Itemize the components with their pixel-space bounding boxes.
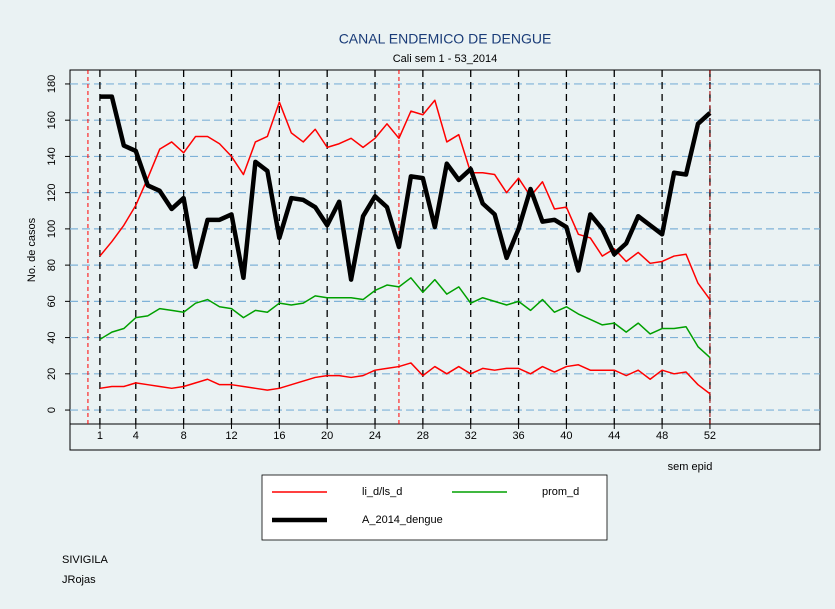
data-line xyxy=(99,99,711,300)
y-tick-label: 180 xyxy=(46,75,58,93)
legend-label: A_2014_dengue xyxy=(362,514,443,526)
x-tick-label: 8 xyxy=(181,430,187,442)
y-tick-label: 60 xyxy=(46,295,58,307)
chart-title: CANAL ENDEMICO DE DENGUE xyxy=(339,31,552,47)
chart-subtitle: Cali sem 1 - 53_2014 xyxy=(393,53,498,65)
x-tick-label: 48 xyxy=(656,430,668,442)
x-axis-label: sem epid xyxy=(668,461,713,473)
legend-label: prom_d xyxy=(542,486,579,498)
data-line xyxy=(99,94,712,282)
legend xyxy=(261,474,608,541)
y-tick-label: 0 xyxy=(46,407,58,413)
x-tick-label: 24 xyxy=(369,430,381,442)
data-line xyxy=(99,277,711,359)
legend-label: li_d/ls_d xyxy=(362,486,402,498)
x-tick-label: 4 xyxy=(133,430,139,442)
y-tick-label: 100 xyxy=(46,220,58,238)
y-tick-label: 160 xyxy=(46,111,58,129)
x-tick-label: 40 xyxy=(560,430,572,442)
y-tick-label: 80 xyxy=(46,259,58,271)
plot-frame xyxy=(69,69,821,451)
y-tick-label: 20 xyxy=(46,368,58,380)
x-tick-label: 32 xyxy=(465,430,477,442)
y-tick-label: 40 xyxy=(46,331,58,343)
x-tick-label: 12 xyxy=(225,430,237,442)
x-tick-label: 28 xyxy=(417,430,429,442)
data-line xyxy=(99,362,711,395)
y-axis-label: No. de casos xyxy=(26,217,38,282)
x-tick-label: 36 xyxy=(512,430,524,442)
x-tick-label: 1 xyxy=(97,430,103,442)
y-tick-label: 120 xyxy=(46,183,58,201)
footnote: SIVIGILA xyxy=(62,554,109,566)
x-tick-label: 44 xyxy=(608,430,620,442)
x-tick-label: 52 xyxy=(704,430,716,442)
footnote: JRojas xyxy=(62,574,96,586)
x-tick-label: 20 xyxy=(321,430,333,442)
x-tick-label: 16 xyxy=(273,430,285,442)
y-tick-label: 140 xyxy=(46,147,58,165)
